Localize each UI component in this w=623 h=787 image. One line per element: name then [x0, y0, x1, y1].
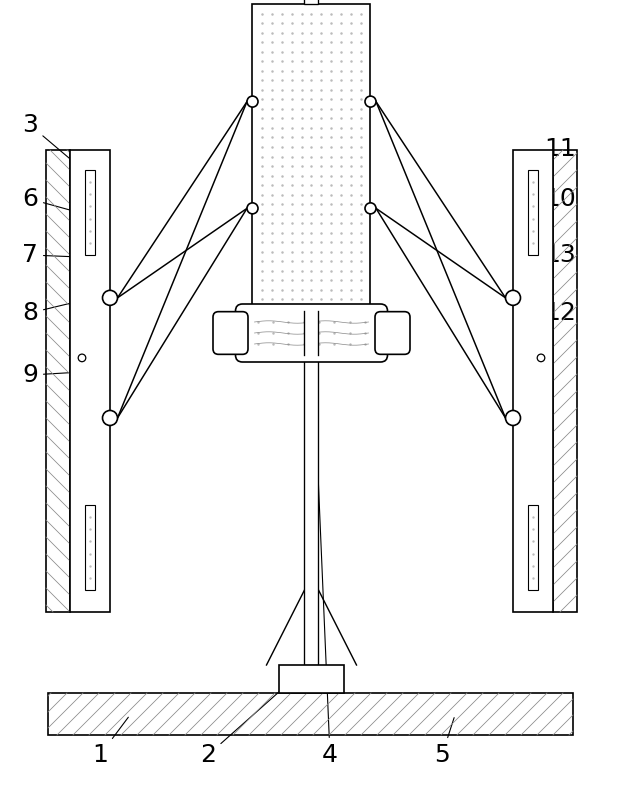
- Circle shape: [537, 354, 545, 362]
- Circle shape: [247, 203, 258, 214]
- Polygon shape: [46, 150, 70, 612]
- Bar: [279, 665, 344, 693]
- Text: 9: 9: [22, 363, 79, 387]
- Circle shape: [365, 96, 376, 107]
- Text: 10: 10: [515, 187, 576, 214]
- Circle shape: [78, 354, 86, 362]
- Text: 3: 3: [22, 113, 80, 167]
- Text: 6: 6: [22, 187, 85, 214]
- Polygon shape: [252, 4, 371, 309]
- Circle shape: [365, 203, 376, 214]
- Bar: [305, 0, 318, 4]
- Circle shape: [505, 290, 520, 305]
- Circle shape: [505, 411, 520, 426]
- Text: 13: 13: [523, 243, 576, 267]
- Text: 5: 5: [434, 718, 454, 767]
- Bar: [85, 170, 95, 255]
- Text: 2: 2: [200, 677, 296, 767]
- Polygon shape: [553, 150, 577, 612]
- Bar: [513, 150, 553, 612]
- Text: 1: 1: [92, 717, 128, 767]
- Bar: [85, 505, 95, 590]
- Text: 7: 7: [22, 243, 77, 267]
- Circle shape: [247, 96, 258, 107]
- Circle shape: [103, 411, 118, 426]
- Bar: [528, 170, 538, 255]
- Text: 4: 4: [312, 336, 338, 767]
- Bar: [305, 311, 318, 355]
- FancyBboxPatch shape: [213, 312, 248, 354]
- Bar: [70, 150, 110, 612]
- Text: 11: 11: [530, 137, 576, 168]
- FancyBboxPatch shape: [235, 304, 388, 362]
- FancyBboxPatch shape: [375, 312, 410, 354]
- Text: 12: 12: [514, 301, 576, 370]
- Polygon shape: [48, 693, 573, 735]
- Bar: [305, 355, 318, 665]
- Circle shape: [103, 290, 118, 305]
- Bar: [528, 505, 538, 590]
- Text: 8: 8: [22, 300, 85, 325]
